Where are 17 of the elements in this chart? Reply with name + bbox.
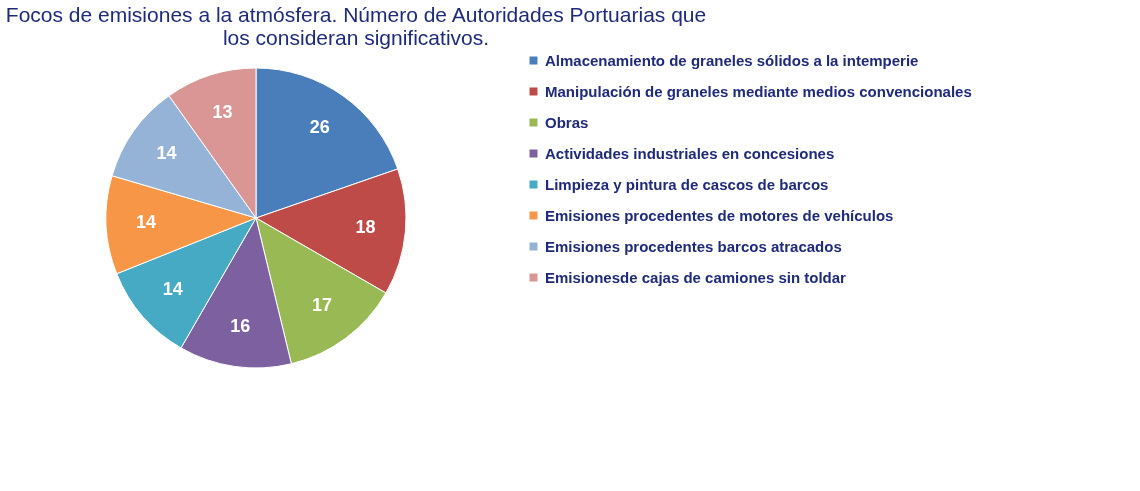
data-label: 26	[309, 117, 330, 138]
legend-label: Limpieza y pintura de cascos de barcos	[545, 175, 829, 193]
data-label: 14	[156, 143, 177, 164]
legend-label: Manipulación de graneles mediante medios convencionales	[545, 82, 972, 100]
legend-label: Almacenamiento de graneles sólidos a la intemperie	[545, 51, 919, 69]
data-label: 18	[355, 217, 376, 238]
legend-label: Emisionesde cajas de camiones sin toldar	[545, 268, 847, 286]
chart-title: Focos de emisiones a la atmósfera. Número de Autoridades Portuarias que los consideran significativos.	[5, 3, 707, 49]
data-label: 14	[162, 279, 183, 300]
data-label: 14	[136, 212, 157, 233]
legend-label: Emisiones procedentes de motores de vehículos	[545, 206, 894, 224]
data-label: 13	[212, 102, 233, 123]
data-label: 17	[311, 295, 332, 316]
data-label: 16	[230, 315, 251, 336]
legend-label: Obras	[545, 113, 589, 131]
legend-label: Emisiones procedentes barcos atracados	[545, 237, 842, 255]
legend-label: Actividades industriales en concesiones	[545, 144, 835, 162]
